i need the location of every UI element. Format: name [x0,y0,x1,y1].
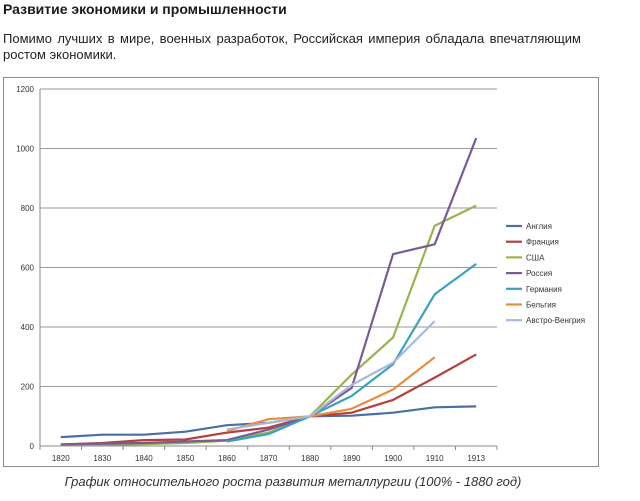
x-tick-label: 1910 [426,454,444,463]
y-tick-label: 600 [21,264,35,273]
y-tick-label: 1200 [16,85,34,94]
x-tick-label: 1830 [93,454,111,463]
x-tick-label: 1840 [135,454,153,463]
y-tick-label: 400 [21,323,35,332]
x-tick-label: 1860 [218,454,236,463]
legend-label-1: Англия [526,222,552,231]
y-tick-label: 0 [30,442,35,451]
page-title: Развитие экономики и промышленности [3,1,287,17]
series-line-6 [226,356,436,433]
legend-label-2: Франция [526,238,559,247]
legend-label-6: Бельгия [526,301,556,310]
y-tick-label: 1000 [16,145,34,154]
legend-label-5: Германия [526,285,562,294]
chart-container: 0 200 400 600 800 1000 1200 1820 1830 1840 1850 186… [3,77,599,467]
legend-label-4: Россия [526,269,552,278]
series-line-3 [60,204,477,447]
legend-label-7: Австро-Венгрия [526,316,585,325]
line-chart: 0 200 400 600 800 1000 1200 1820 1830 1840 1850 186… [16,85,585,463]
x-tick-label: 1913 [467,454,485,463]
chart-caption: График относительного роста развития мет… [64,474,522,489]
x-tick-label: 1870 [260,454,278,463]
x-tick-label: 1880 [301,454,319,463]
x-tick-label: 1890 [343,454,361,463]
y-tick-label: 800 [21,204,35,213]
x-tick-label: 1820 [52,454,70,463]
series-line-4 [60,137,478,446]
series-line-7 [226,320,436,431]
legend-label-3: США [526,253,545,262]
x-tick-label: 1850 [177,454,195,463]
intro-paragraph: Помимо лучших в мире, военных разработок… [3,31,581,62]
series-line-5 [226,263,477,443]
y-tick-label: 200 [21,383,35,392]
series-line-2 [60,353,477,446]
x-tick-label: 1900 [384,454,402,463]
